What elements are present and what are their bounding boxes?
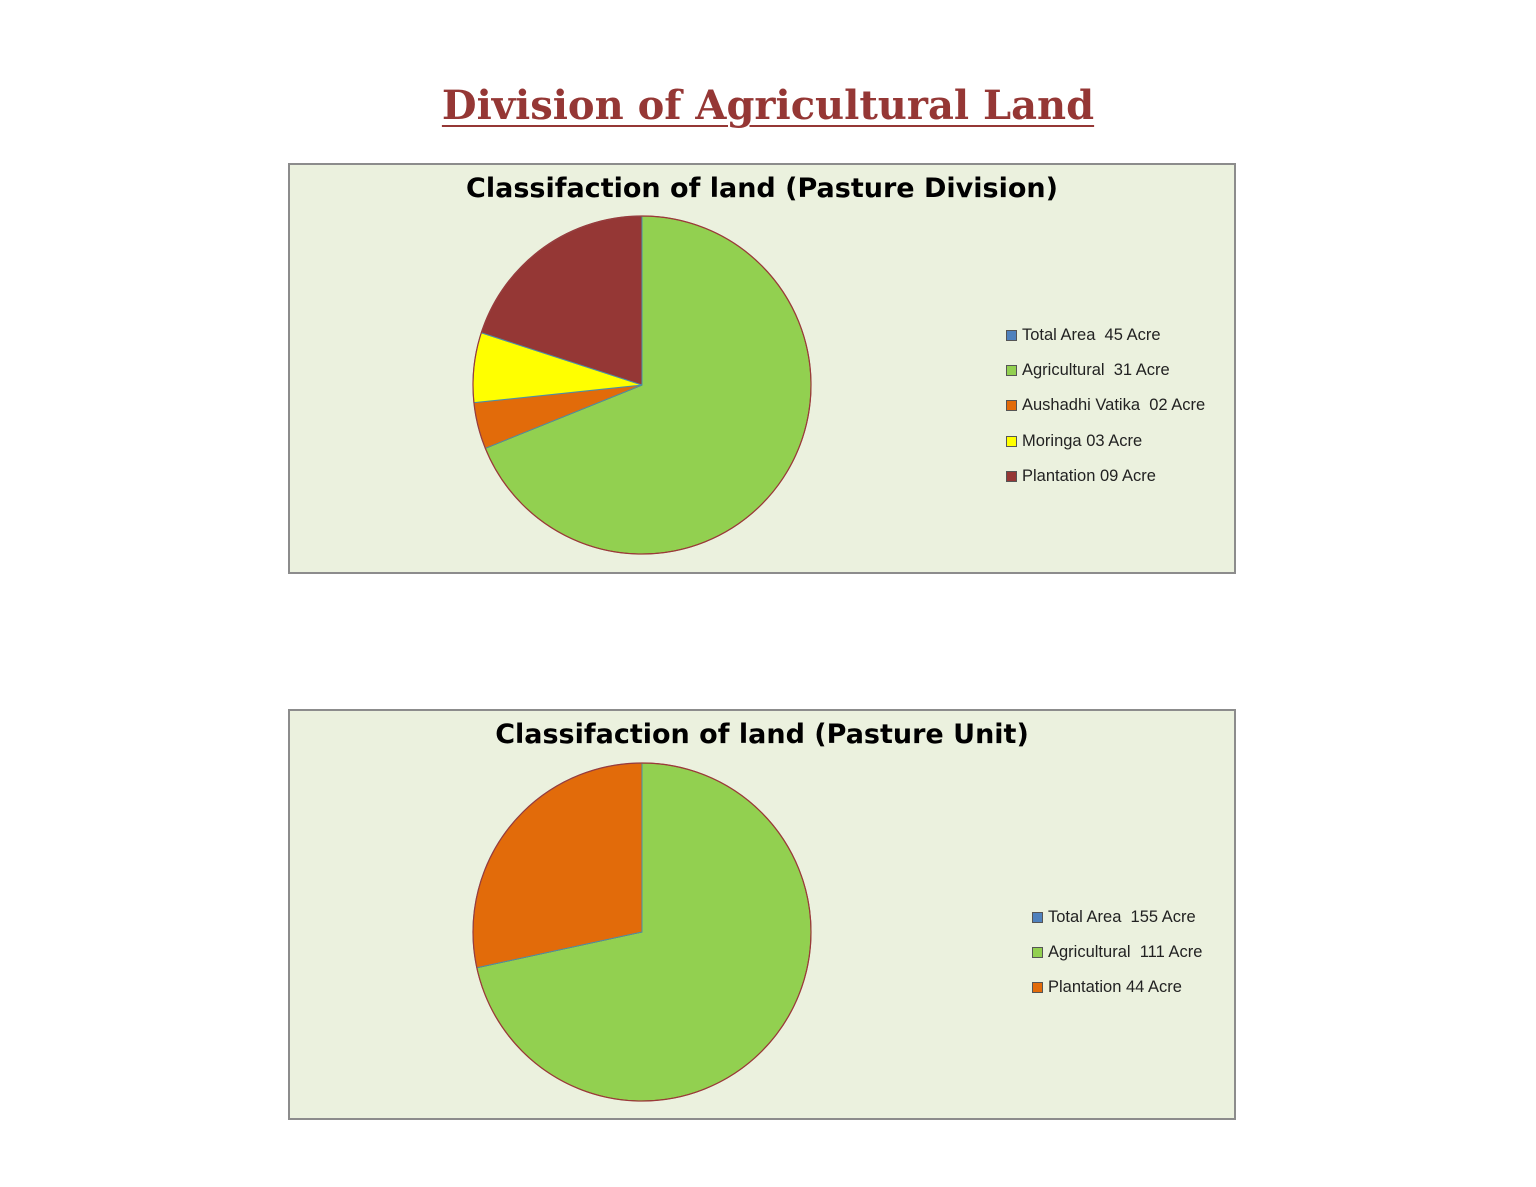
- legend-item: Moringa 03 Acre: [1006, 424, 1205, 459]
- pie-outline: [472, 762, 812, 1102]
- chart-legend: Total Area 155 Acre Agricultural 111 Acre…: [1032, 900, 1202, 1006]
- legend-label: Plantation 44 Acre: [1048, 978, 1182, 997]
- legend-swatch: [1006, 365, 1017, 377]
- pasture-division-chart: Classifaction of land (Pasture Division)…: [288, 163, 1236, 574]
- legend-label: Aushadhi Vatika 02 Acre: [1022, 396, 1206, 415]
- pie-plot-area: [472, 215, 812, 555]
- legend-item: Plantation 44 Acre: [1032, 970, 1202, 1005]
- legend-label: Total Area 155 Acre: [1048, 908, 1196, 927]
- legend-swatch: [1032, 912, 1043, 924]
- page-title: Division of Agricultural Land: [441, 82, 1095, 129]
- chart-title: Classifaction of land (Pasture Division): [466, 173, 1058, 204]
- legend-swatch: [1006, 400, 1017, 412]
- legend-label: Total Area 45 Acre: [1022, 326, 1161, 345]
- legend-label: Moringa 03 Acre: [1022, 431, 1143, 450]
- pie-outline: [472, 215, 812, 555]
- legend-swatch: [1006, 435, 1017, 447]
- pasture-unit-chart: Classifaction of land (Pasture Unit) Tot…: [288, 709, 1236, 1120]
- chart-legend: Total Area 45 Acre Agricultural 31 Acre Au…: [1006, 318, 1205, 494]
- pie-slice-plantation: [472, 762, 643, 969]
- legend-item: Agricultural 31 Acre: [1006, 353, 1205, 388]
- legend-item: Total Area 155 Acre: [1032, 900, 1202, 935]
- legend-label: Agricultural 111 Acre: [1048, 943, 1203, 962]
- legend-item: Aushadhi Vatika 02 Acre: [1006, 388, 1205, 423]
- legend-swatch: [1006, 330, 1017, 342]
- legend-item: Plantation 09 Acre: [1006, 459, 1205, 494]
- legend-swatch: [1032, 982, 1043, 994]
- legend-label: Agricultural 31 Acre: [1022, 361, 1170, 380]
- legend-swatch: [1032, 947, 1043, 959]
- legend-label: Plantation 09 Acre: [1022, 466, 1156, 485]
- chart-title: Classifaction of land (Pasture Unit): [495, 719, 1029, 750]
- legend-item: Agricultural 111 Acre: [1032, 935, 1202, 970]
- pie-plot-area: [472, 762, 812, 1102]
- legend-swatch: [1006, 470, 1017, 482]
- legend-item: Total Area 45 Acre: [1006, 318, 1205, 353]
